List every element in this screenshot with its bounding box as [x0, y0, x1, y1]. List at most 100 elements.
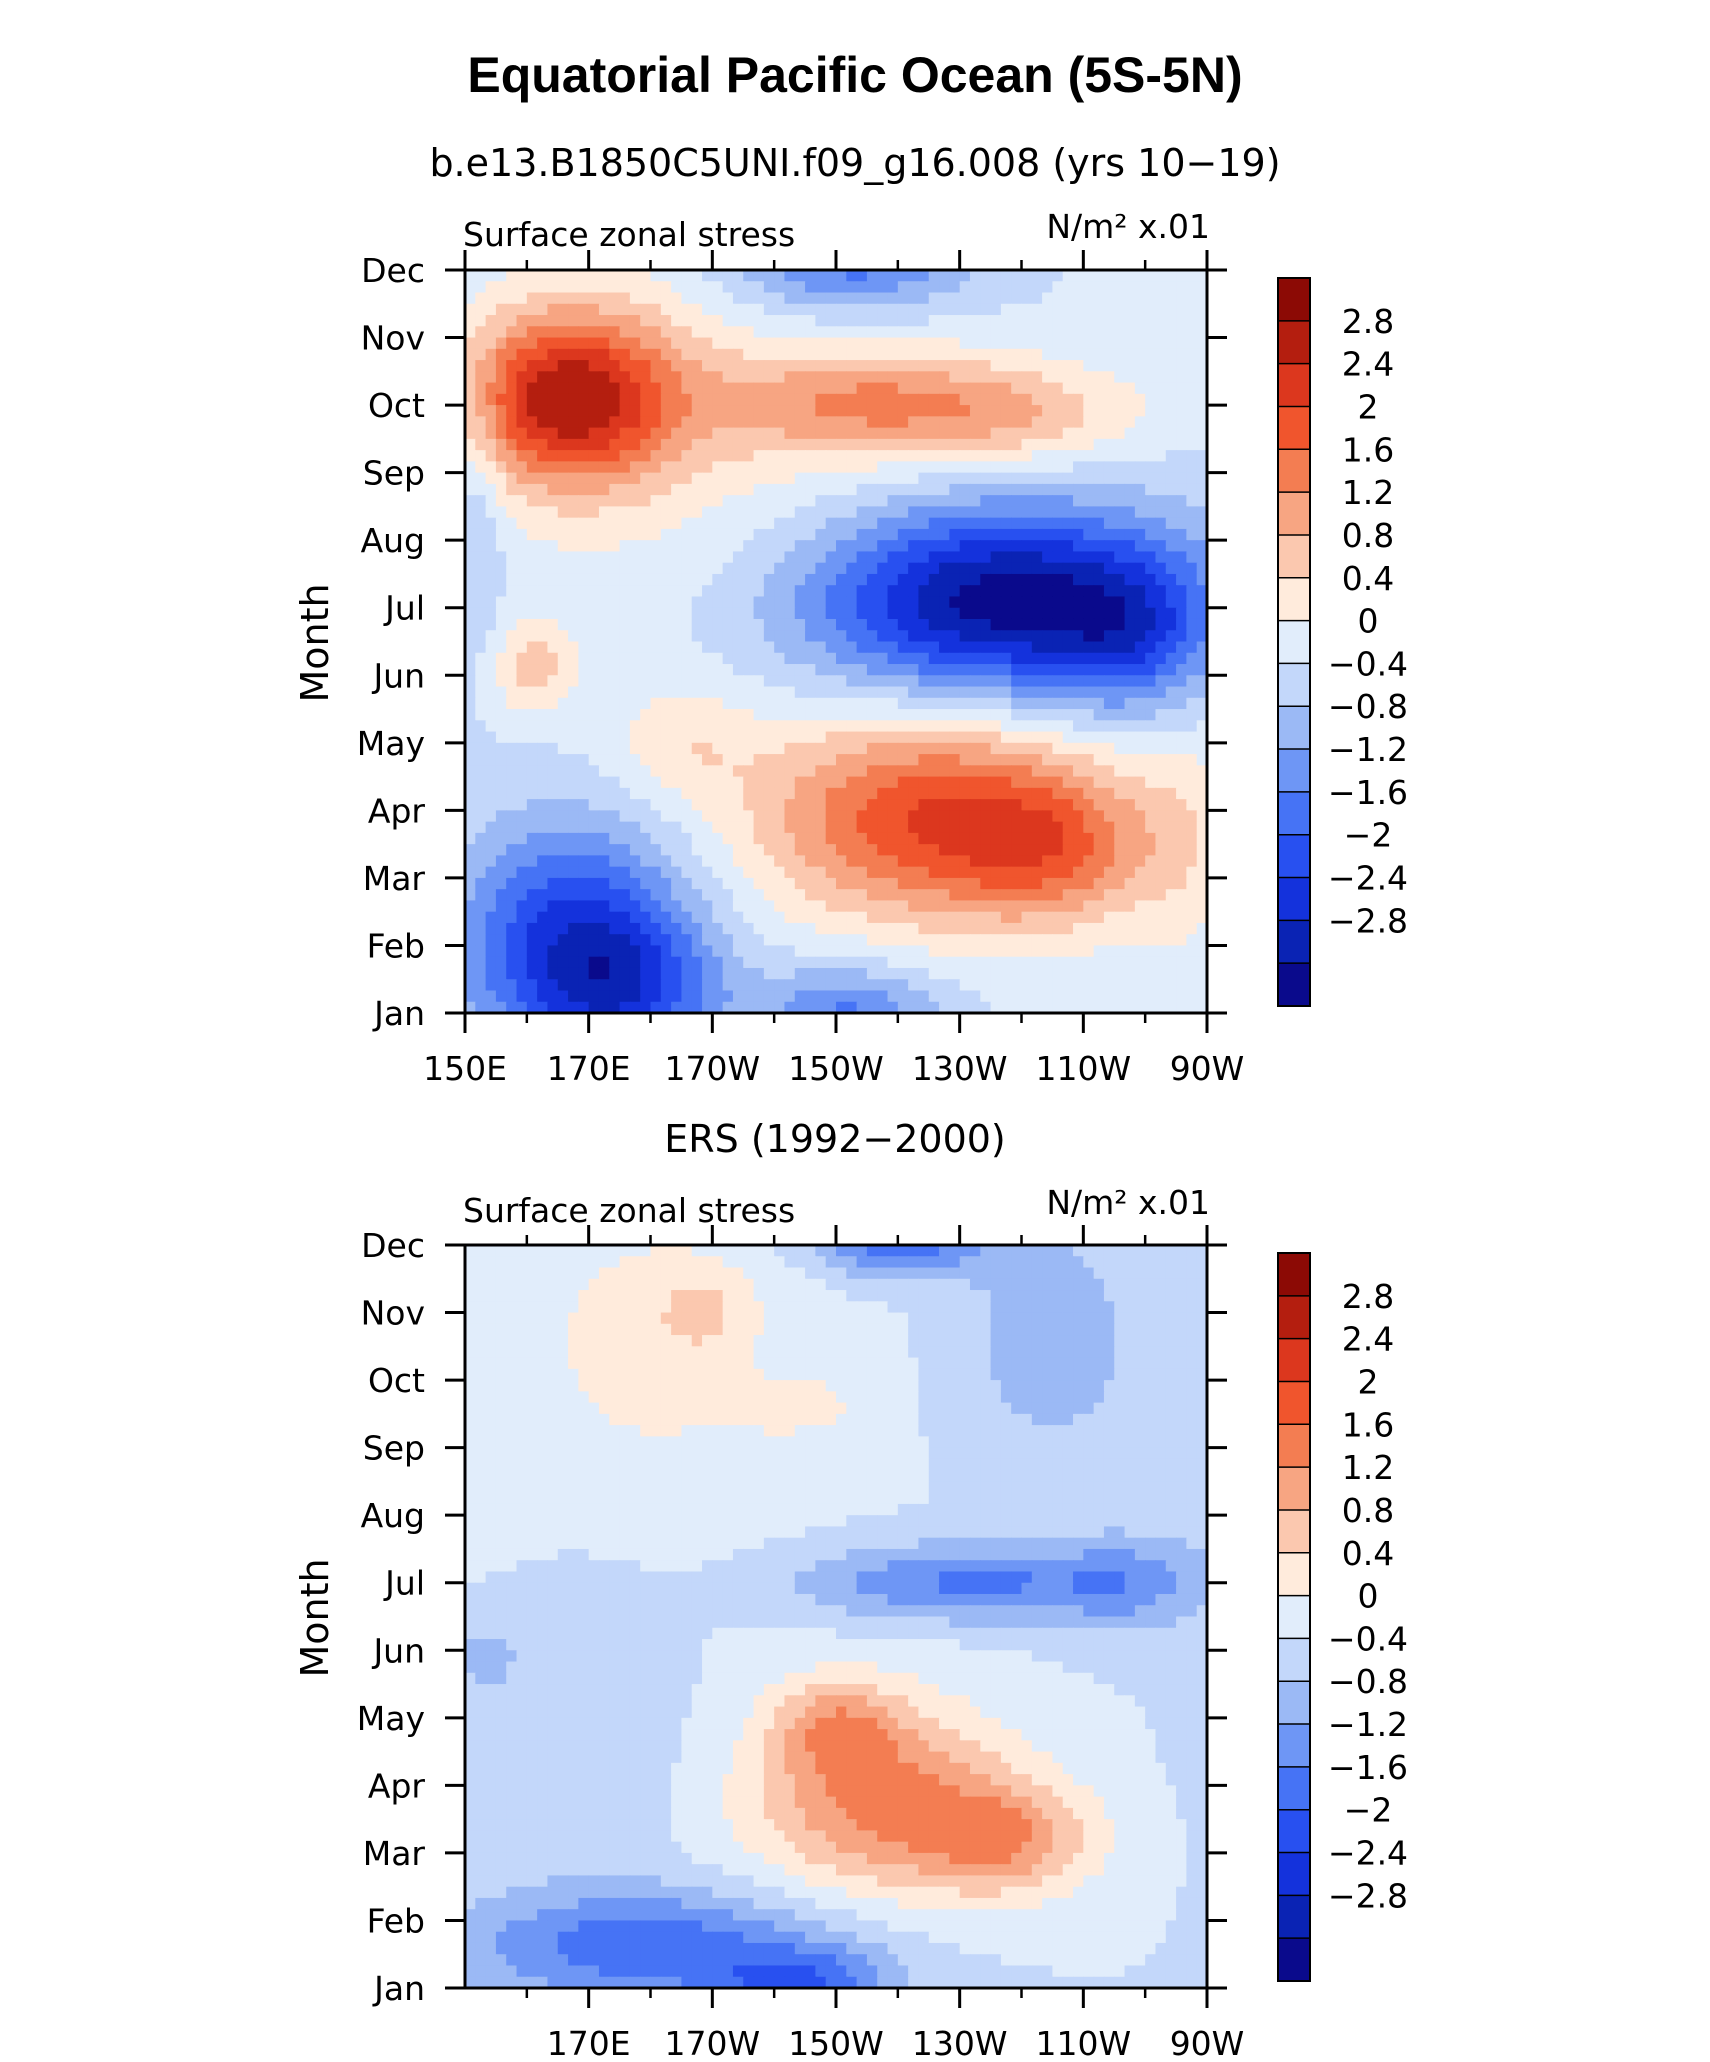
field-cell: [475, 551, 487, 564]
field-cell: [1114, 618, 1126, 631]
field-cell: [1145, 956, 1157, 969]
field-cell: [629, 889, 641, 902]
field-cell: [763, 573, 775, 586]
field-cell: [866, 911, 878, 924]
field-cell: [557, 821, 569, 834]
field-cell: [732, 821, 744, 834]
field-cell: [877, 348, 889, 361]
field-cell: [1134, 596, 1146, 609]
field-cell: [598, 855, 610, 868]
field-cell: [619, 1001, 631, 1014]
field-cell: [598, 528, 610, 541]
field-cell: [856, 292, 868, 305]
field-cell: [1114, 517, 1126, 530]
field-cell: [609, 315, 621, 327]
field-cell: [939, 652, 950, 665]
field-cell: [969, 911, 981, 924]
field-cell: [928, 821, 940, 834]
field-cell: [1062, 1245, 1074, 1257]
field-cell: [1093, 979, 1105, 992]
field-cell: [547, 810, 559, 823]
field-cell: [609, 303, 621, 316]
field-cell: [537, 450, 549, 462]
field-cell: [939, 618, 950, 631]
field-cell: [557, 416, 569, 429]
field-cell: [1093, 967, 1105, 980]
field-cell: [702, 709, 713, 721]
field-cell: [1062, 754, 1074, 766]
field-cell: [1031, 652, 1043, 665]
field-cell: [598, 1245, 610, 1257]
field-cell: [1103, 799, 1115, 811]
x-tick-label: 170E: [547, 1049, 631, 1088]
field-cell: [1196, 776, 1208, 789]
field-cell: [660, 461, 672, 474]
field-cell: [887, 405, 899, 417]
field-cell: [1093, 832, 1105, 845]
field-cell: [794, 821, 806, 834]
field-cell: [805, 270, 816, 282]
field-cell: [1165, 956, 1177, 969]
field-cell: [1165, 731, 1177, 744]
field-cell: [959, 450, 971, 462]
field-cell: [743, 607, 755, 620]
field-cell: [568, 405, 579, 417]
field-cell: [743, 528, 755, 541]
field-cell: [495, 517, 507, 530]
field-cell: [506, 967, 518, 980]
field-cell: [1145, 877, 1157, 890]
field-cell: [1031, 742, 1043, 755]
field-cell: [557, 326, 569, 339]
field-cell: [495, 754, 507, 766]
field-cell: [475, 337, 487, 350]
field-cell: [836, 697, 847, 710]
field-cell: [836, 1256, 847, 1269]
field-cell: [732, 956, 744, 969]
field-cell: [794, 551, 806, 564]
field-cell: [578, 664, 590, 676]
field-cell: [660, 585, 672, 598]
field-cell: [629, 618, 641, 631]
field-cell: [475, 967, 487, 980]
field-cell: [712, 675, 724, 688]
field-cell: [1031, 1245, 1043, 1257]
field-cell: [722, 270, 734, 282]
field-cell: [1021, 427, 1033, 440]
field-cell: [506, 675, 518, 688]
field-cell: [1114, 450, 1126, 462]
field-cell: [866, 528, 878, 541]
field-cell: [629, 922, 641, 935]
field-cell: [846, 303, 858, 316]
field-cell: [650, 416, 662, 429]
field-cell: [660, 382, 672, 395]
field-cell: [918, 337, 930, 350]
field-cell: [485, 292, 497, 305]
field-cell: [619, 461, 631, 474]
field-cell: [1145, 922, 1157, 935]
field-cell: [1093, 326, 1105, 339]
field-cell: [1145, 821, 1157, 834]
field-cell: [1103, 1001, 1115, 1014]
field-cell: [887, 540, 899, 553]
field-cell: [629, 945, 641, 958]
field-cell: [1186, 855, 1198, 868]
field-cell: [1196, 405, 1208, 417]
field-cell: [1073, 720, 1084, 733]
field-cell: [1000, 483, 1012, 496]
field-cell: [763, 866, 775, 879]
field-cell: [465, 1245, 476, 1257]
field-cell: [1186, 697, 1198, 710]
field-cell: [1186, 934, 1198, 947]
field-cell: [856, 585, 868, 598]
field-cell: [908, 742, 920, 755]
field-cell: [939, 720, 950, 733]
field-cell: [495, 652, 507, 665]
field-cell: [598, 393, 610, 406]
field-cell: [619, 979, 631, 992]
field-cell: [516, 1245, 528, 1257]
field-cell: [1134, 990, 1146, 1003]
field-cell: [877, 911, 889, 924]
field-cell: [753, 799, 765, 811]
field-cell: [475, 990, 487, 1003]
field-cell: [619, 405, 631, 417]
